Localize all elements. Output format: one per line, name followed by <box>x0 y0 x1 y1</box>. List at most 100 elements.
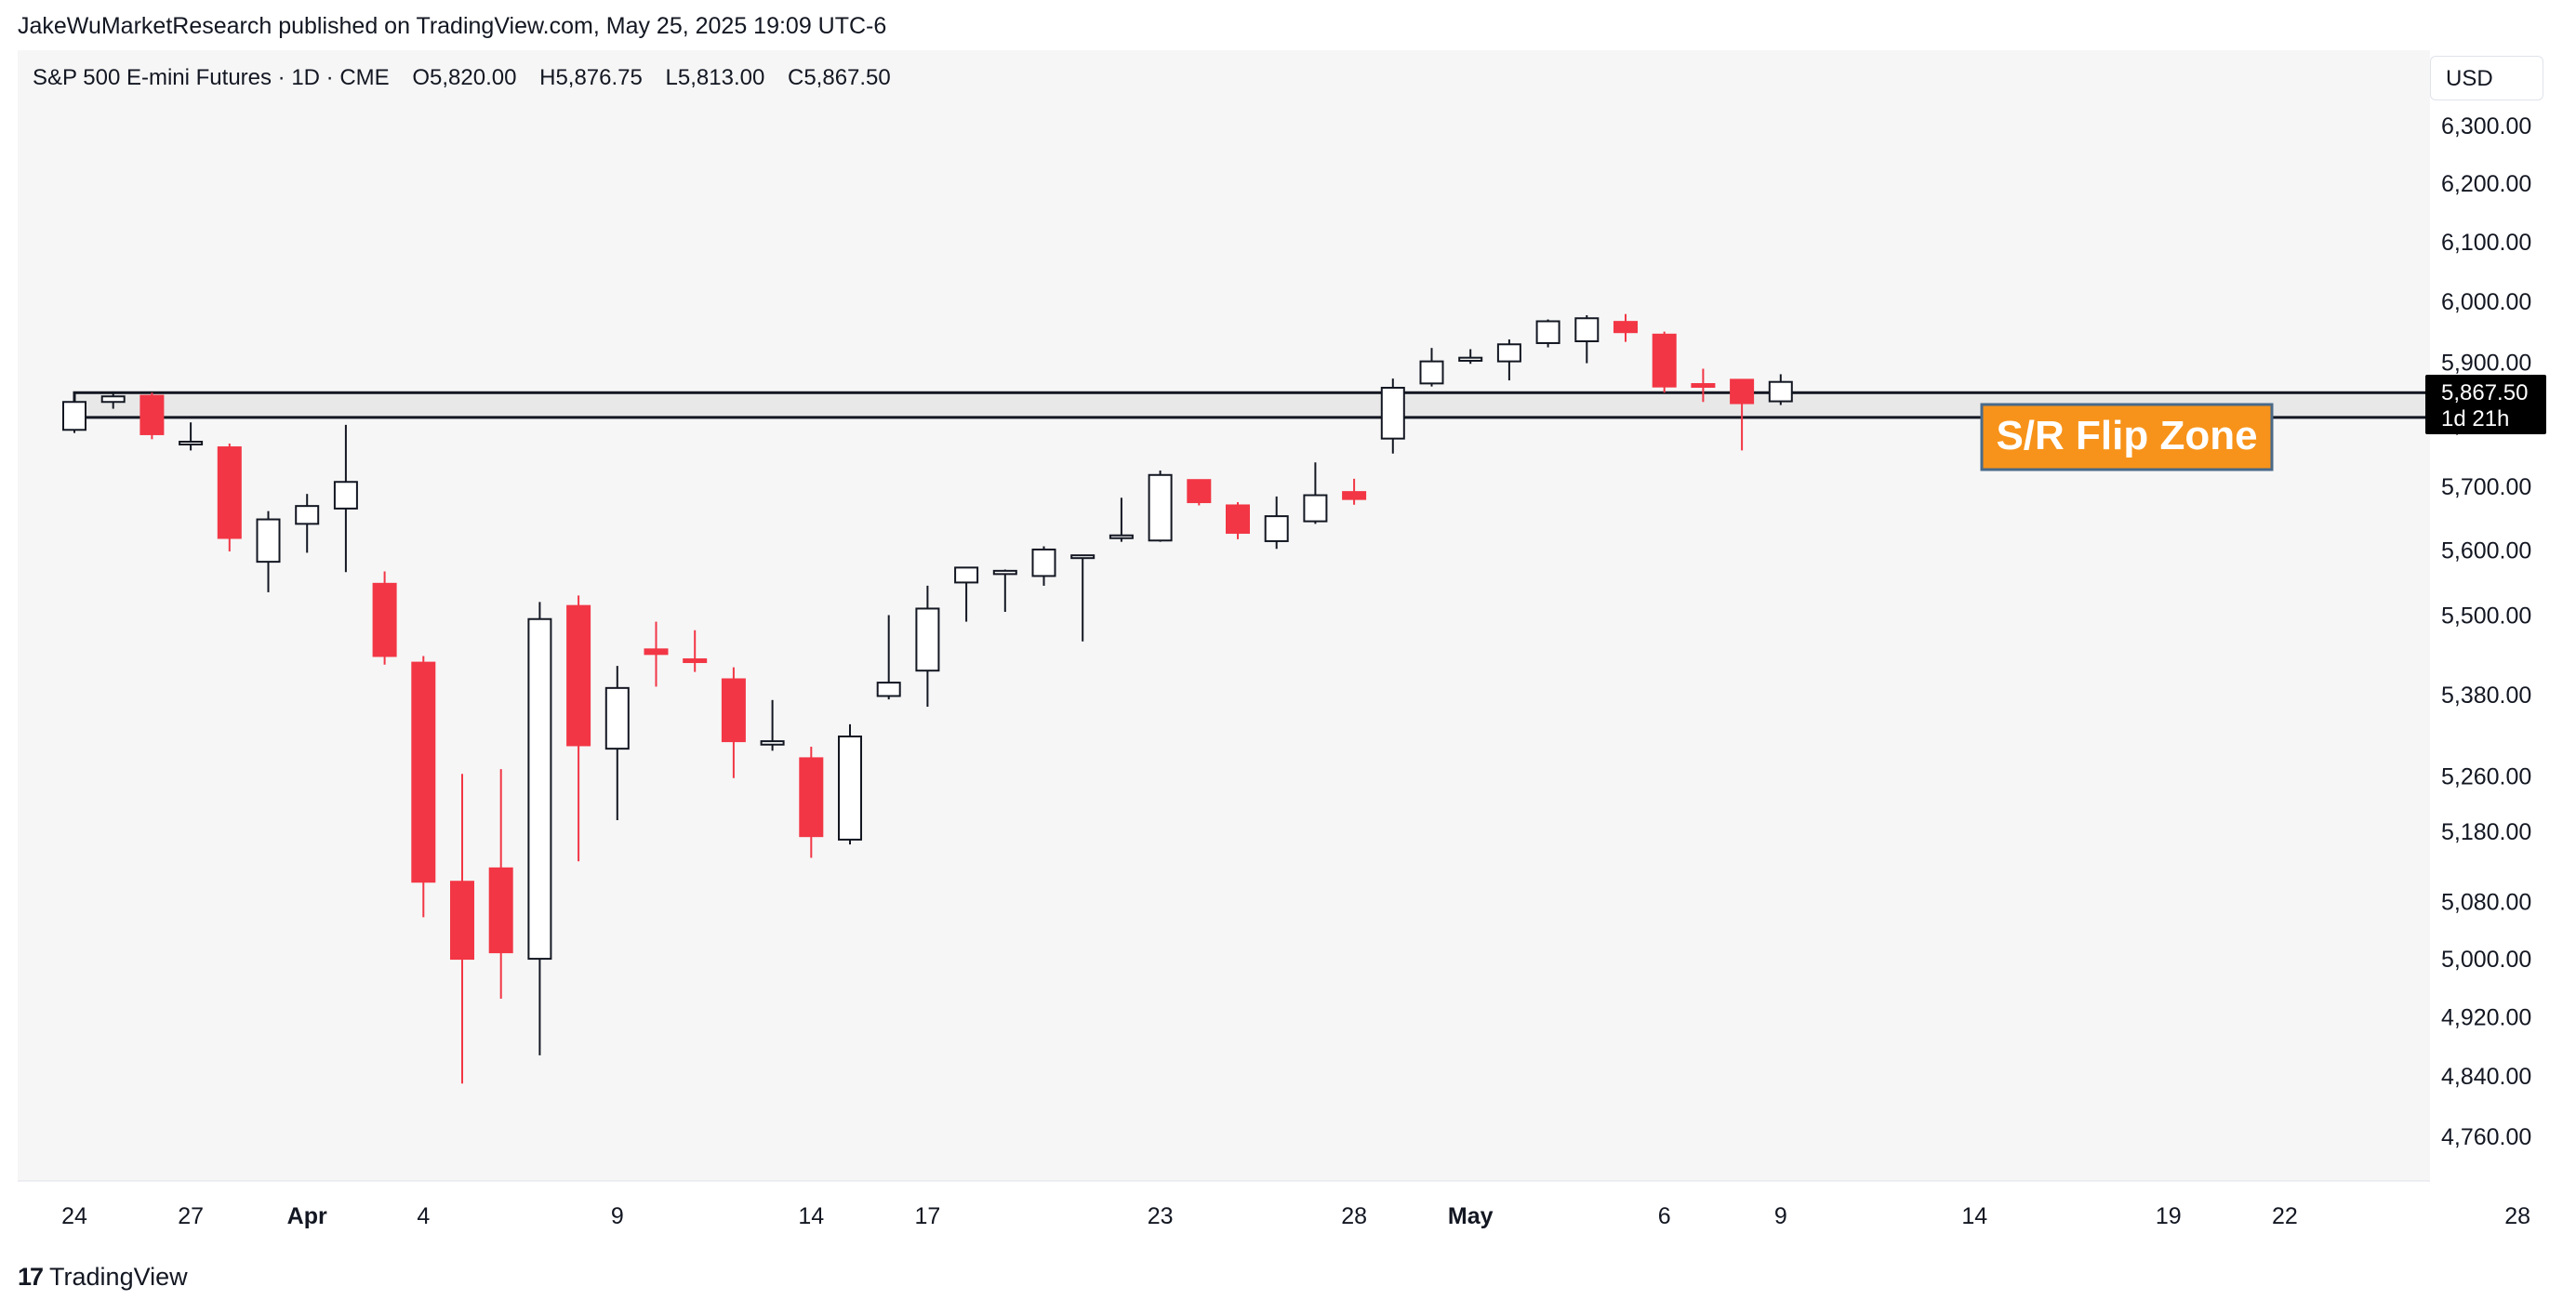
candle[interactable] <box>1031 546 1056 586</box>
y-tick-label: 5,900.00 <box>2441 350 2531 376</box>
candle[interactable] <box>450 774 474 1084</box>
candle[interactable] <box>604 666 630 820</box>
candle[interactable] <box>100 391 126 409</box>
candle[interactable] <box>799 746 824 858</box>
candle[interactable] <box>915 585 940 708</box>
candle[interactable] <box>1226 502 1250 539</box>
candle[interactable] <box>1496 339 1521 381</box>
candle[interactable] <box>256 511 281 592</box>
candle[interactable] <box>1730 378 1755 451</box>
candle[interactable] <box>1380 378 1405 454</box>
candle-body <box>644 648 669 656</box>
candle[interactable] <box>179 422 204 451</box>
tradingview-brand: TradingView <box>49 1263 188 1291</box>
candle[interactable] <box>139 392 165 440</box>
candle[interactable] <box>566 595 591 862</box>
candle[interactable] <box>1613 313 1638 342</box>
candle[interactable] <box>1691 368 1716 403</box>
candle[interactable] <box>411 656 436 918</box>
candle[interactable] <box>1148 471 1173 542</box>
price-tag-box <box>2425 375 2546 434</box>
candle-body <box>62 401 86 431</box>
candle[interactable] <box>954 566 979 622</box>
candle-body <box>295 505 320 525</box>
candle[interactable] <box>217 444 242 552</box>
candle-body <box>1148 473 1173 542</box>
candle-body <box>488 867 513 954</box>
candle-body <box>139 394 165 435</box>
candle[interactable] <box>1458 349 1483 365</box>
candle[interactable] <box>992 569 1017 612</box>
candle[interactable] <box>1535 319 1560 348</box>
candle[interactable] <box>876 615 901 700</box>
x-tick-label: May <box>1448 1203 1494 1229</box>
candle[interactable] <box>1574 315 1600 364</box>
candle-body <box>527 617 552 961</box>
candle[interactable] <box>1652 331 1677 393</box>
candle[interactable] <box>721 667 746 778</box>
x-tick-label: 22 <box>2272 1203 2298 1229</box>
candle-body <box>1226 504 1250 534</box>
candle-body <box>838 735 862 841</box>
candle-body <box>1535 320 1560 344</box>
symbol-info: S&P 500 E-mini Futures · 1D · CME O5,820… <box>33 65 908 91</box>
candle[interactable] <box>62 393 86 433</box>
candle[interactable] <box>295 494 320 553</box>
candle[interactable] <box>1303 462 1328 524</box>
candle[interactable] <box>333 424 358 573</box>
candle[interactable] <box>1419 348 1444 387</box>
candle-body <box>372 582 397 657</box>
candle[interactable] <box>838 723 862 845</box>
candle-body <box>1691 383 1716 389</box>
x-tick-label: 9 <box>1774 1203 1787 1229</box>
x-tick-label: 23 <box>1148 1203 1174 1229</box>
candle[interactable] <box>1187 479 1212 506</box>
candle-body <box>1264 515 1289 542</box>
candle[interactable] <box>1264 496 1289 550</box>
candle[interactable] <box>1342 478 1367 505</box>
y-tick-label: 5,080.00 <box>2441 890 2531 916</box>
candle[interactable] <box>683 630 708 672</box>
ohlc-low: L5,813.00 <box>665 65 765 90</box>
candle-body <box>1109 534 1134 539</box>
candle-body <box>450 881 474 961</box>
currency-button[interactable]: USD <box>2430 56 2543 100</box>
candle-body <box>1652 333 1677 388</box>
x-tick-label: 19 <box>2156 1203 2182 1229</box>
candle-body <box>954 566 979 584</box>
candle-body <box>992 569 1017 576</box>
candle-body <box>1187 479 1212 504</box>
candle[interactable] <box>527 602 552 1055</box>
candle[interactable] <box>372 571 397 665</box>
candle[interactable] <box>1109 497 1134 542</box>
candle-body <box>1070 554 1095 560</box>
y-tick-label: 5,180.00 <box>2441 819 2531 845</box>
candle[interactable] <box>488 769 513 999</box>
ohlc-open: O5,820.00 <box>412 65 517 90</box>
y-tick-label: 4,760.00 <box>2441 1124 2531 1150</box>
candle-body <box>1730 378 1755 405</box>
x-tick-label: 4 <box>417 1203 430 1229</box>
candle[interactable] <box>1768 374 1793 405</box>
candle-body <box>799 757 824 838</box>
candle[interactable] <box>1070 554 1095 642</box>
candle-body <box>411 661 436 883</box>
sr-flip-zone-label[interactable]: S/R Flip Zone <box>1980 403 2274 471</box>
x-tick-label: 24 <box>61 1203 87 1229</box>
x-tick-label: Apr <box>287 1203 327 1229</box>
tradingview-logo[interactable]: 17 TradingView <box>18 1263 188 1292</box>
candle-body <box>1613 321 1638 334</box>
x-tick-label: 14 <box>798 1203 824 1229</box>
candlestick-chart[interactable]: 6,300.00 6,200.00 6,100.00 6,000.00 5,900.00… <box>18 50 2558 1247</box>
candle-body <box>760 740 785 746</box>
chart-area[interactable]: 6,300.00 6,200.00 6,100.00 6,000.00 5,900.00… <box>18 50 2558 1247</box>
x-tick-label: 14 <box>1961 1203 1987 1229</box>
x-tick-label: 28 <box>2504 1203 2530 1229</box>
sr-flip-zone-text: S/R Flip Zone <box>1996 413 2257 458</box>
candle[interactable] <box>760 699 785 751</box>
y-tick-label: 4,920.00 <box>2441 1005 2531 1031</box>
ohlc-close: C5,867.50 <box>788 65 891 90</box>
candle[interactable] <box>644 621 669 687</box>
candle-body <box>333 481 358 510</box>
y-tick-label: 6,300.00 <box>2441 113 2531 139</box>
